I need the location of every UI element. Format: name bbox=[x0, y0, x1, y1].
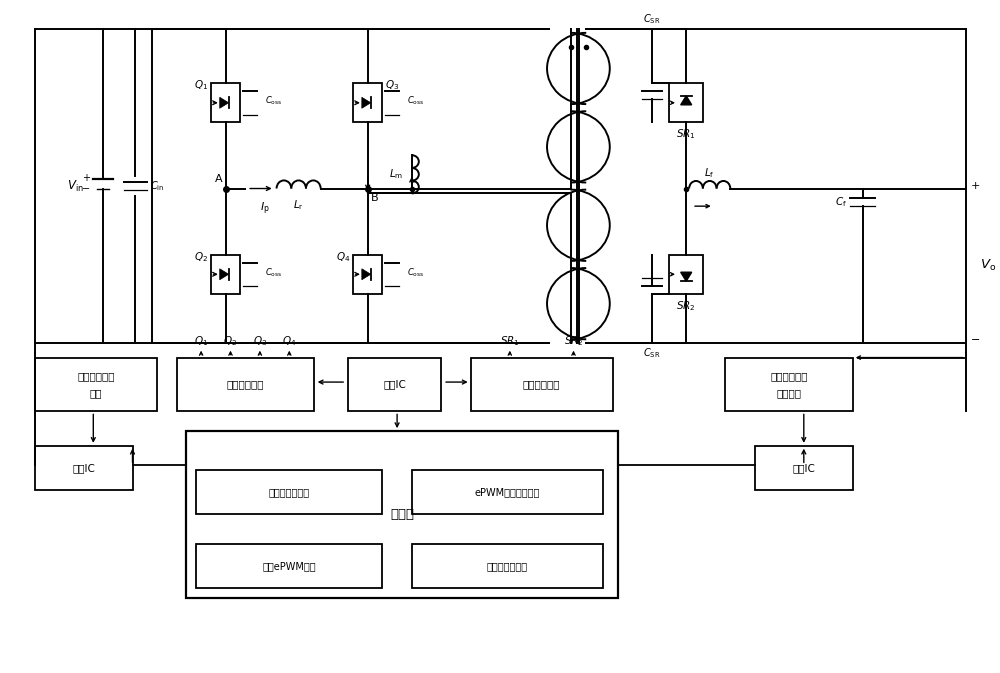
Text: 隔离IC: 隔离IC bbox=[383, 380, 406, 390]
Text: $Q_4$: $Q_4$ bbox=[336, 250, 350, 264]
Text: ePWM死区控制单元: ePWM死区控制单元 bbox=[475, 487, 540, 497]
Text: $C_{\rm oss}$: $C_{\rm oss}$ bbox=[407, 266, 424, 279]
Text: 多模式切换控制: 多模式切换控制 bbox=[269, 487, 310, 497]
Bar bbox=[211, 254, 240, 294]
Text: $SR_2$: $SR_2$ bbox=[564, 334, 583, 348]
Polygon shape bbox=[362, 269, 371, 280]
Bar bbox=[211, 83, 240, 122]
Text: $C_{\rm SR}$: $C_{\rm SR}$ bbox=[643, 346, 661, 359]
Bar bbox=[755, 446, 853, 490]
Text: $C_{\rm SR}$: $C_{\rm SR}$ bbox=[643, 13, 661, 26]
Bar bbox=[196, 544, 382, 588]
Text: 输入电压采样: 输入电压采样 bbox=[77, 371, 114, 381]
Text: $C_{\rm oss}$: $C_{\rm oss}$ bbox=[407, 95, 424, 107]
Text: +: + bbox=[970, 180, 980, 190]
Bar bbox=[196, 470, 382, 514]
Bar bbox=[353, 254, 382, 294]
Text: A: A bbox=[215, 174, 223, 184]
Bar bbox=[669, 83, 703, 122]
Text: 采样单元: 采样单元 bbox=[777, 388, 802, 398]
Text: 原边驱动模块: 原边驱动模块 bbox=[226, 380, 264, 390]
Text: $C_{\rm f}$: $C_{\rm f}$ bbox=[835, 195, 847, 209]
Text: $Q_2$: $Q_2$ bbox=[194, 250, 208, 264]
Bar bbox=[412, 544, 603, 588]
Text: 隔离IC: 隔离IC bbox=[72, 463, 95, 473]
Text: −: − bbox=[82, 184, 90, 194]
Bar bbox=[186, 431, 618, 598]
Text: 数字ePWM单元: 数字ePWM单元 bbox=[262, 561, 316, 571]
Text: $C_{\rm oss}$: $C_{\rm oss}$ bbox=[265, 95, 282, 107]
Text: $Q_3$: $Q_3$ bbox=[385, 78, 400, 92]
Text: $L_{\rm f}$: $L_{\rm f}$ bbox=[704, 166, 715, 180]
Bar bbox=[177, 357, 314, 411]
Text: $V_{\rm in}$: $V_{\rm in}$ bbox=[67, 178, 84, 194]
Polygon shape bbox=[681, 272, 692, 281]
Text: 隔离IC: 隔离IC bbox=[792, 463, 815, 473]
Bar bbox=[725, 357, 853, 411]
Text: $Q_1$: $Q_1$ bbox=[194, 78, 208, 92]
Text: −: − bbox=[970, 335, 980, 345]
Bar bbox=[412, 470, 603, 514]
Bar bbox=[348, 357, 441, 411]
Polygon shape bbox=[681, 96, 692, 105]
Text: 控制器: 控制器 bbox=[390, 508, 414, 521]
Text: $Q_4$: $Q_4$ bbox=[282, 334, 296, 348]
Text: $L_{\rm r}$: $L_{\rm r}$ bbox=[293, 198, 304, 212]
Text: $SR_1$: $SR_1$ bbox=[676, 127, 696, 141]
Text: $SR_2$: $SR_2$ bbox=[676, 299, 696, 312]
Polygon shape bbox=[220, 98, 229, 108]
Bar bbox=[34, 357, 157, 411]
Text: $Q_3$: $Q_3$ bbox=[253, 334, 267, 348]
Bar bbox=[34, 446, 132, 490]
Text: $V_{\rm o}$: $V_{\rm o}$ bbox=[980, 258, 996, 273]
Bar bbox=[471, 357, 613, 411]
Text: $Q_2$: $Q_2$ bbox=[223, 334, 238, 348]
Text: $C_{\rm in}$: $C_{\rm in}$ bbox=[150, 179, 165, 193]
Text: +: + bbox=[82, 173, 90, 183]
Text: $C_{\rm oss}$: $C_{\rm oss}$ bbox=[265, 266, 282, 279]
Text: $SR_1$: $SR_1$ bbox=[500, 334, 520, 348]
Text: B: B bbox=[371, 193, 378, 203]
Text: 输出电压电流: 输出电压电流 bbox=[770, 371, 808, 381]
Text: 电压环控制单元: 电压环控制单元 bbox=[487, 561, 528, 571]
Text: 单元: 单元 bbox=[90, 388, 102, 398]
Text: $L_{\rm m}$: $L_{\rm m}$ bbox=[389, 168, 403, 181]
Bar bbox=[353, 83, 382, 122]
Bar bbox=[669, 254, 703, 294]
Text: $I_{\rm p}$: $I_{\rm p}$ bbox=[260, 201, 270, 217]
Text: 副边驱动模块: 副边驱动模块 bbox=[523, 380, 560, 390]
Polygon shape bbox=[362, 98, 371, 108]
Text: $Q_1$: $Q_1$ bbox=[194, 334, 208, 348]
Polygon shape bbox=[220, 269, 229, 280]
